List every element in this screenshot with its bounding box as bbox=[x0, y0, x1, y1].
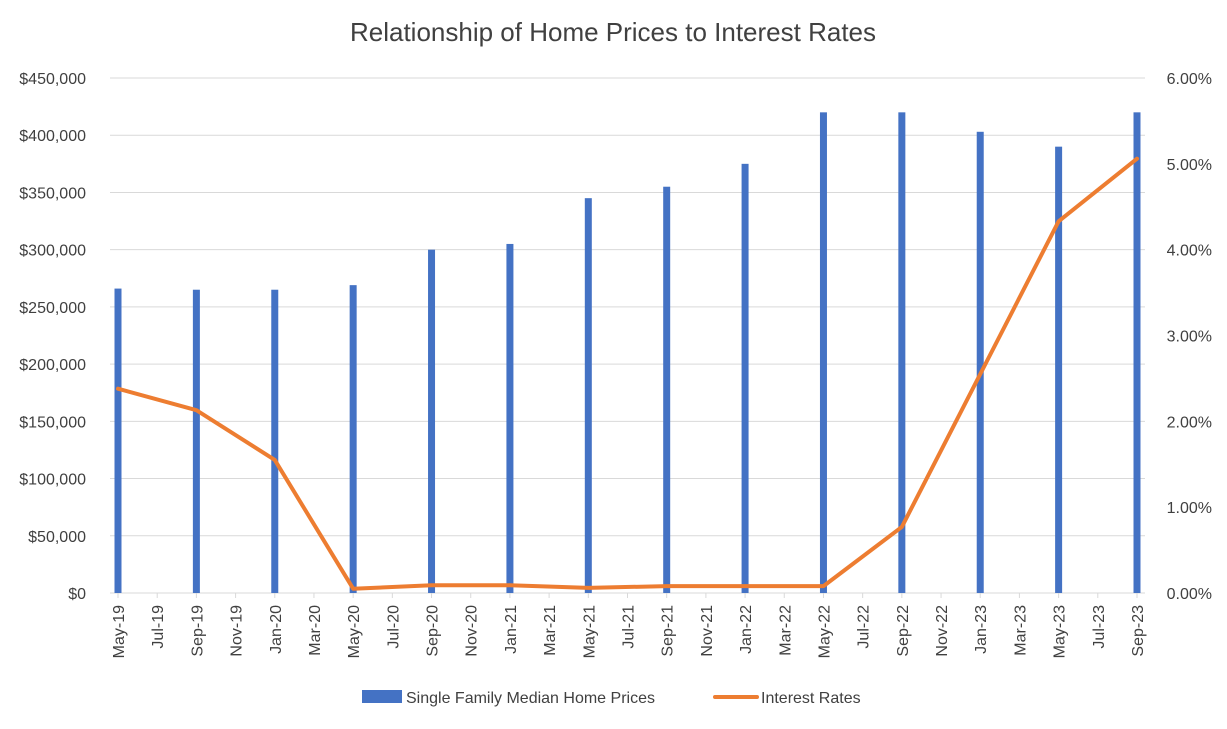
x-tick-label: Mar-21 bbox=[542, 605, 559, 656]
y-left-tick-label: $450,000 bbox=[19, 71, 86, 88]
bar-home-price bbox=[114, 288, 122, 593]
x-axis: May-19 Jul-19 Sep-19 Nov-19 Jan-20 Mar-20 May-… bbox=[111, 593, 1147, 658]
x-tick-label: Nov-20 bbox=[464, 605, 481, 657]
bar-home-price bbox=[584, 198, 592, 593]
x-tick-label: Nov-19 bbox=[229, 605, 246, 657]
x-tick-label: May-19 bbox=[111, 605, 128, 658]
x-tick-label: Jul-20 bbox=[385, 605, 402, 649]
bar-home-price bbox=[1055, 146, 1063, 593]
x-tick-label: Jul-19 bbox=[150, 605, 167, 649]
x-tick-label: Jul-23 bbox=[1091, 605, 1108, 649]
y-right-tick-label: 0.00% bbox=[1167, 586, 1212, 603]
y-left-tick-label: $100,000 bbox=[19, 472, 86, 489]
x-tick-label: Mar-22 bbox=[777, 605, 794, 656]
x-tick-label: Sep-21 bbox=[660, 605, 677, 657]
bar-home-price bbox=[741, 163, 749, 594]
x-tick-label: Nov-21 bbox=[699, 605, 716, 657]
y-right-tick-label: 1.00% bbox=[1167, 500, 1212, 517]
y-left-tick-label: $350,000 bbox=[19, 185, 86, 202]
legend-swatch-home-prices bbox=[362, 690, 402, 703]
gridlines bbox=[110, 77, 1145, 594]
y-left-tick-label: $50,000 bbox=[28, 529, 86, 546]
x-tick-label: Mar-23 bbox=[1012, 605, 1029, 656]
line-series bbox=[116, 156, 1139, 591]
x-tick-label: Sep-20 bbox=[425, 605, 442, 657]
y-right-tick-label: 6.00% bbox=[1167, 71, 1212, 88]
y-right-tick-label: 5.00% bbox=[1167, 157, 1212, 174]
x-tick-label: Jan-23 bbox=[973, 605, 990, 654]
x-tick-label: Mar-20 bbox=[307, 605, 324, 656]
y-right-tick-label: 2.00% bbox=[1167, 414, 1212, 431]
bar-home-price bbox=[663, 186, 671, 593]
interest-rate-line bbox=[116, 156, 1139, 591]
bar-home-price bbox=[192, 289, 200, 593]
y-right-tick-label: 3.00% bbox=[1167, 329, 1212, 346]
left-axis: $0 $50,000 $100,000 $150,000 $200,000 $250,00… bbox=[19, 71, 86, 603]
chart-title: Relationship of Home Prices to Interest … bbox=[350, 17, 876, 47]
x-tick-label: Jul-21 bbox=[621, 605, 638, 649]
bar-home-price bbox=[506, 243, 514, 593]
x-tick-label: Sep-23 bbox=[1130, 605, 1147, 657]
x-tick-label: May-21 bbox=[581, 605, 598, 658]
y-left-tick-label: $400,000 bbox=[19, 128, 86, 145]
bar-home-price bbox=[976, 131, 984, 594]
x-tick-label: Sep-22 bbox=[895, 605, 912, 657]
y-left-tick-label: $0 bbox=[68, 586, 86, 603]
bar-home-price bbox=[271, 289, 279, 593]
y-right-tick-label: 4.00% bbox=[1167, 243, 1212, 260]
right-axis: 0.00% 1.00% 2.00% 3.00% 4.00% 5.00% 6.00% bbox=[1167, 71, 1212, 603]
y-left-tick-label: $250,000 bbox=[19, 300, 86, 317]
bar-home-price bbox=[349, 285, 357, 593]
x-tick-label: Jan-22 bbox=[738, 605, 755, 654]
x-tick-label: Nov-22 bbox=[934, 605, 951, 657]
legend-label-interest-rates: Interest Rates bbox=[761, 690, 861, 707]
bar-series bbox=[114, 112, 1141, 594]
bar-home-price bbox=[898, 112, 906, 593]
bar-home-price bbox=[1133, 112, 1141, 593]
y-left-tick-label: $150,000 bbox=[19, 414, 86, 431]
x-tick-label: Jan-20 bbox=[268, 605, 285, 654]
x-tick-label: May-23 bbox=[1052, 605, 1069, 658]
x-tick-label: May-22 bbox=[816, 605, 833, 658]
legend-label-home-prices: Single Family Median Home Prices bbox=[406, 690, 655, 707]
x-tick-label: May-20 bbox=[346, 605, 363, 658]
legend: Single Family Median Home Prices Interes… bbox=[362, 690, 861, 707]
y-left-tick-label: $200,000 bbox=[19, 357, 86, 374]
bar-home-price bbox=[819, 112, 827, 593]
y-left-tick-label: $300,000 bbox=[19, 243, 86, 260]
x-tick-label: Jan-21 bbox=[503, 605, 520, 654]
bar-home-price bbox=[428, 249, 436, 593]
x-tick-label: Sep-19 bbox=[189, 605, 206, 657]
x-tick-label: Jul-22 bbox=[856, 605, 873, 649]
